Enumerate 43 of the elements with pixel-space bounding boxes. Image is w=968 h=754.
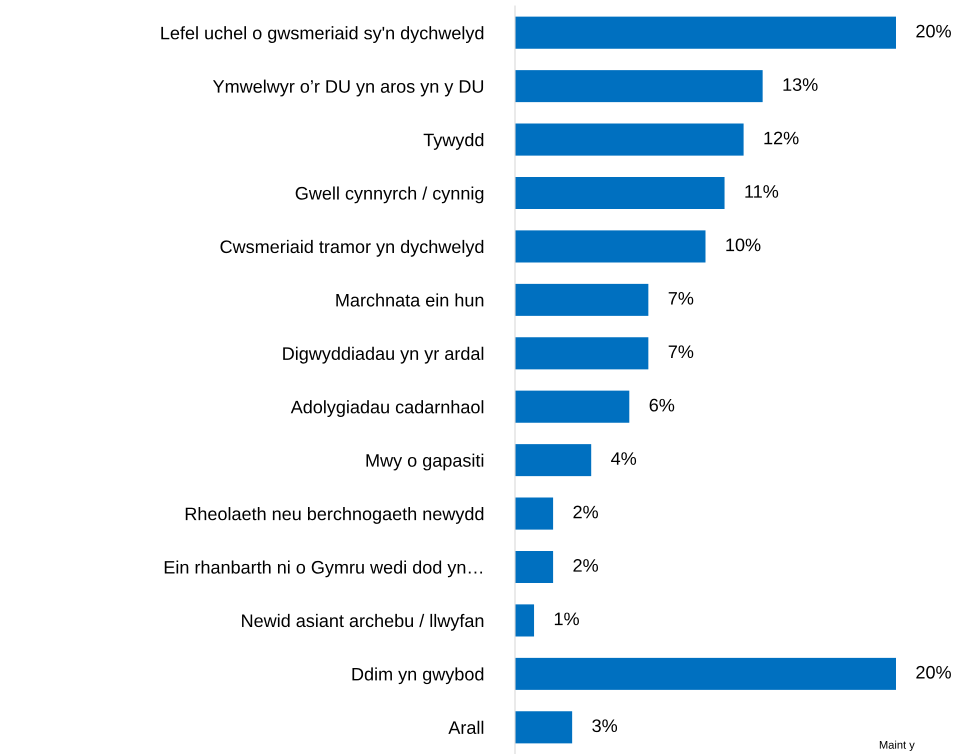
data-label: 7%: [668, 345, 694, 358]
bar: [515, 444, 592, 476]
bar: [515, 337, 648, 370]
bar: [515, 124, 744, 156]
y-tick-label: Ddim yn gwybod: [352, 667, 484, 684]
y-tick-label: Rheolaeth neu berchnogaeth newydd: [186, 507, 484, 524]
data-label: 12%: [764, 132, 799, 144]
data-label: 2%: [573, 559, 598, 572]
data-label: 10%: [726, 238, 760, 252]
data-label: 11%: [745, 185, 778, 198]
bar: [515, 658, 896, 690]
bar: [515, 284, 648, 316]
bar: [515, 711, 572, 744]
y-tick-label: Lefel uchel o gwsmeriaid sy'n dychwelyd: [161, 26, 484, 44]
y-tick-label: Ein rhanbarth ni o Gymru wedi dod yn…: [164, 560, 482, 578]
data-label: 20%: [916, 24, 951, 38]
y-tick-label: Mwy o gapasiti: [366, 454, 484, 470]
y-tick-label: Newid asiant archebu / llwyfan: [242, 614, 484, 631]
bar: [515, 176, 725, 210]
y-tick-label: Adolygiadau cadarnhaol: [290, 400, 484, 418]
bar: [515, 70, 763, 102]
data-label: 20%: [916, 666, 951, 679]
data-label: 7%: [668, 292, 694, 305]
data-label: 4%: [611, 452, 636, 465]
bar: [515, 230, 706, 262]
data-label: 1%: [554, 612, 579, 626]
y-tick-label: Ymwelwyr o’r DU yn aros yn y DU: [212, 80, 484, 96]
y-tick-label: Tywydd: [424, 133, 484, 150]
bar: [515, 16, 896, 49]
y-tick-label: Arall: [448, 720, 484, 734]
y-tick-label: Gwell cynnyrch / cynnig: [296, 186, 484, 204]
y-tick-label: Digwyddiadau yn yr ardal: [283, 346, 484, 364]
data-label: 6%: [650, 398, 674, 412]
bar: [515, 498, 554, 530]
bar: [515, 390, 630, 423]
data-label: 13%: [783, 78, 818, 91]
y-tick-label: Marchnata ein hun: [336, 293, 484, 307]
data-label: 2%: [573, 506, 598, 518]
annotation: Maint y: [880, 740, 915, 751]
bar: [515, 550, 554, 584]
bar: [515, 604, 534, 636]
data-label: 3%: [592, 719, 618, 732]
y-tick-label: Cwsmeriaid tramor yn dychwelyd: [220, 240, 484, 257]
